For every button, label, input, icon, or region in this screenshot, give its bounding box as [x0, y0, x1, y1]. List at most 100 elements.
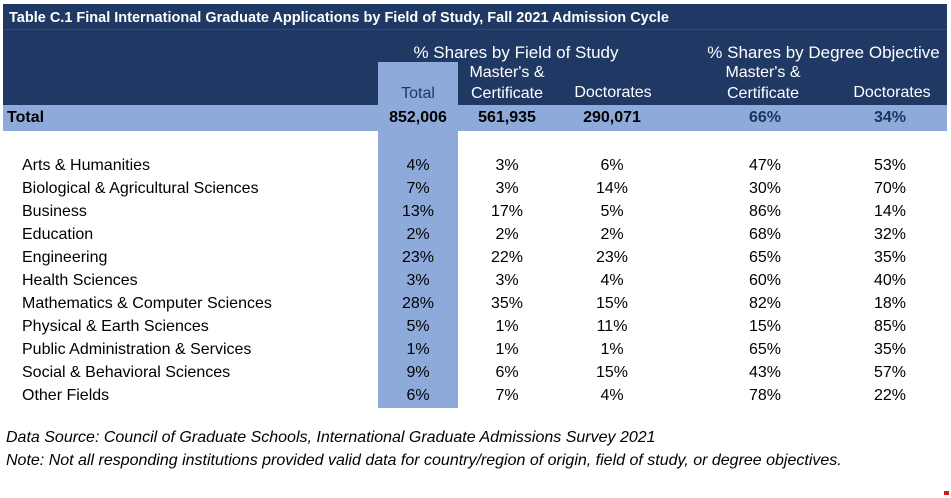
- deg-masters-cell: 65%: [748, 341, 782, 358]
- total-column-highlight: [378, 131, 458, 408]
- field-name-cell: Other Fields: [22, 387, 110, 404]
- deg-masters-cell: 86%: [748, 203, 782, 220]
- red-artifact-mark: [944, 491, 949, 495]
- group-header-degree-objective: % Shares by Degree Objective: [707, 43, 940, 62]
- title-separator: [3, 29, 947, 30]
- deg-masters-cell: 30%: [748, 180, 782, 197]
- fos-masters-cell: 17%: [490, 203, 524, 220]
- table-row: Mathematics & Computer Sciences 28% 35% …: [3, 292, 947, 315]
- masters-line1: Master's &: [469, 64, 545, 81]
- field-name-cell: Social & Behavioral Sciences: [22, 364, 231, 381]
- column-header-deg-doctorates: Doctorates: [853, 84, 931, 101]
- fos-masters-cell: 7%: [495, 387, 519, 404]
- deg-doctorates-cell: 40%: [873, 272, 907, 289]
- footer-notes: Data Source: Council of Graduate Schools…: [6, 427, 946, 472]
- table-row: Education 2% 2% 2% 68% 32%: [3, 223, 947, 246]
- deg-masters-cell: 66%: [748, 109, 782, 126]
- fos-masters-cell: 22%: [490, 249, 524, 266]
- validity-note: Note: Not all responding institutions pr…: [6, 451, 842, 469]
- field-name-cell: Education: [22, 226, 94, 243]
- fos-masters-cell: 35%: [490, 295, 524, 312]
- total-share-cell: 23%: [401, 249, 435, 266]
- fos-masters-cell: 3%: [495, 157, 519, 174]
- deg-doctorates-cell: 35%: [873, 341, 907, 358]
- fos-doctorates-cell: 15%: [595, 364, 629, 381]
- deg-masters-cell: 47%: [748, 157, 782, 174]
- field-name-cell: Public Administration & Services: [22, 341, 252, 358]
- fos-masters-cell: 1%: [495, 318, 519, 335]
- deg-doctorates-cell: 14%: [873, 203, 907, 220]
- total-applications-cell: 852,006: [389, 109, 447, 126]
- fos-masters-cell: 1%: [495, 341, 519, 358]
- deg-doctorates-cell: 85%: [873, 318, 907, 335]
- fos-doctorates-cell: 11%: [596, 318, 628, 335]
- total-share-cell: 4%: [406, 157, 430, 174]
- total-share-cell: 6%: [406, 387, 430, 404]
- table-row: Business 13% 17% 5% 86% 14%: [3, 200, 947, 223]
- fos-masters-cell: 561,935: [478, 109, 536, 126]
- field-name-cell: Business: [22, 203, 87, 220]
- deg-masters-cell: 82%: [748, 295, 782, 312]
- table-body: Arts & Humanities 4% 3% 6% 47% 53% Biolo…: [3, 154, 947, 407]
- fos-doctorates-cell: 4%: [600, 272, 624, 289]
- fos-masters-cell: 3%: [495, 180, 519, 197]
- table-title: Table C.1 Final International Graduate A…: [9, 10, 669, 26]
- table-row: Social & Behavioral Sciences 9% 6% 15% 4…: [3, 361, 947, 384]
- field-name-cell: Physical & Earth Sciences: [22, 318, 209, 335]
- totals-row-label: Total: [7, 109, 45, 126]
- deg-doctorates-cell: 35%: [873, 249, 907, 266]
- total-share-cell: 1%: [406, 341, 430, 358]
- fos-doctorates-cell: 4%: [600, 387, 624, 404]
- deg-doctorates-cell: 57%: [873, 364, 907, 381]
- fos-doctorates-cell: 5%: [600, 203, 624, 220]
- fos-doctorates-cell: 2%: [600, 226, 624, 243]
- deg-masters-cell: 43%: [748, 364, 782, 381]
- fos-masters-cell: 3%: [495, 272, 519, 289]
- field-name-cell: Engineering: [22, 249, 108, 266]
- masters-line2: Certificate: [470, 85, 544, 102]
- fos-doctorates-cell: 15%: [595, 295, 629, 312]
- table-row: Engineering 23% 22% 23% 65% 35%: [3, 246, 947, 269]
- deg-masters-cell: 68%: [748, 226, 782, 243]
- data-source-note: Data Source: Council of Graduate Schools…: [6, 429, 656, 446]
- fos-doctorates-cell: 1%: [600, 341, 624, 358]
- fos-doctorates-cell: 290,071: [583, 109, 641, 126]
- fos-masters-cell: 6%: [495, 364, 519, 381]
- fos-masters-cell: 2%: [495, 226, 519, 243]
- fos-doctorates-cell: 14%: [595, 180, 629, 197]
- deg-doctorates-cell: 22%: [873, 387, 907, 404]
- group-header-field-of-study: % Shares by Field of Study: [413, 43, 619, 62]
- field-name-cell: Biological & Agricultural Sciences: [22, 180, 259, 197]
- deg-masters-cell: 65%: [748, 249, 782, 266]
- table-row: Health Sciences 3% 3% 4% 60% 40%: [3, 269, 947, 292]
- field-name-cell: Health Sciences: [22, 272, 138, 289]
- deg-doctorates-cell: 34%: [873, 109, 907, 126]
- total-share-cell: 7%: [406, 180, 430, 197]
- deg-doctorates-cell: 70%: [873, 180, 907, 197]
- column-header-fos-masters-certificate: Master's & Certificate: [447, 62, 567, 104]
- table-row: Public Administration & Services 1% 1% 1…: [3, 338, 947, 361]
- table-row: Physical & Earth Sciences 5% 1% 11% 15% …: [3, 315, 947, 338]
- column-header-deg-masters-certificate: Master's & Certificate: [703, 62, 823, 104]
- table-row: Other Fields 6% 7% 4% 78% 22%: [3, 384, 947, 407]
- deg-doctorates-cell: 18%: [873, 295, 907, 312]
- fos-doctorates-cell: 6%: [600, 157, 624, 174]
- total-share-cell: 3%: [406, 272, 430, 289]
- total-share-cell: 2%: [406, 226, 430, 243]
- deg-masters-cell: 15%: [748, 318, 782, 335]
- field-name-cell: Arts & Humanities: [22, 157, 151, 174]
- masters-line2: Certificate: [726, 85, 800, 102]
- deg-masters-cell: 60%: [748, 272, 782, 289]
- table-row: Biological & Agricultural Sciences 7% 3%…: [3, 177, 947, 200]
- total-share-cell: 28%: [401, 295, 435, 312]
- deg-doctorates-cell: 53%: [873, 157, 907, 174]
- table-header-band: [3, 4, 947, 105]
- total-share-cell: 5%: [406, 318, 430, 335]
- table-row: Arts & Humanities 4% 3% 6% 47% 53%: [3, 154, 947, 177]
- column-header-fos-doctorates: Doctorates: [574, 84, 652, 101]
- field-name-cell: Mathematics & Computer Sciences: [22, 295, 272, 312]
- fos-doctorates-cell: 23%: [595, 249, 629, 266]
- column-header-total: Total: [378, 62, 458, 105]
- total-share-cell: 13%: [401, 203, 435, 220]
